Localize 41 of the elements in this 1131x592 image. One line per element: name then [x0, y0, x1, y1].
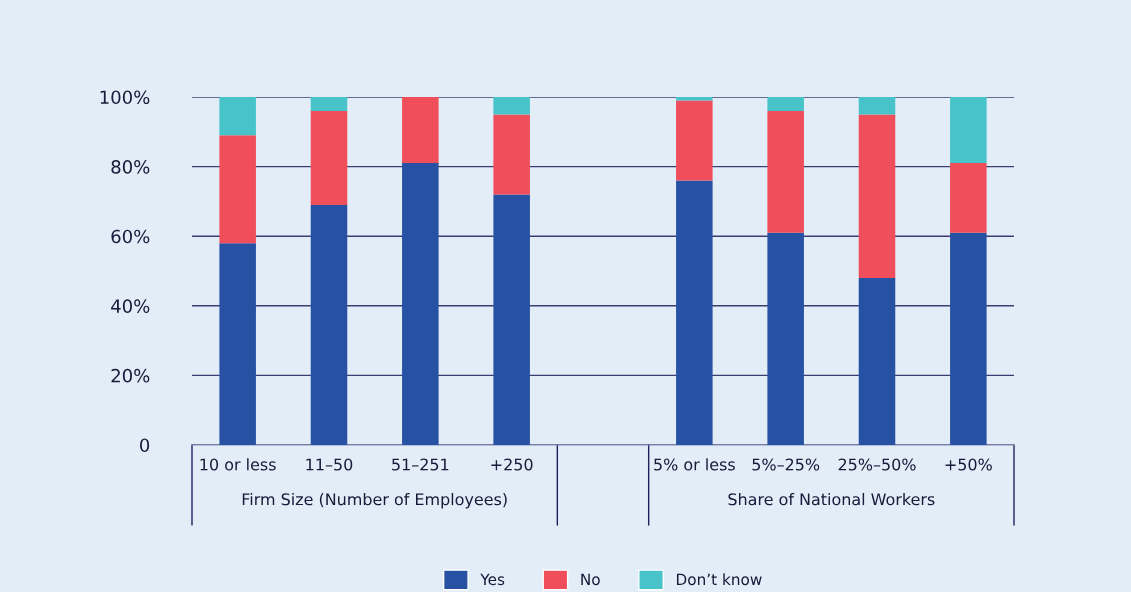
legend-label: No — [581, 573, 600, 586]
y-tick-label: 40% — [111, 299, 150, 313]
y-tick-label: 20% — [111, 368, 150, 383]
bar — [858, 277, 896, 445]
bar — [219, 135, 256, 244]
bar — [310, 110, 348, 205]
bar — [219, 243, 256, 445]
x-tick-label: 5% or less — [654, 458, 735, 471]
text: Firm Size (Number of Employees) — [242, 492, 507, 509]
y-tick-label: 80% — [111, 160, 150, 174]
y-tick-label: 0 — [140, 438, 150, 453]
bar — [676, 100, 713, 181]
bar — [310, 204, 348, 445]
bar — [767, 232, 804, 445]
x-tick-label: 5%–25% — [752, 458, 820, 471]
text: Share of National Workers — [728, 492, 935, 506]
bar — [493, 194, 530, 445]
legend-label: Yes — [480, 573, 505, 586]
bar — [767, 110, 804, 233]
x-tick-label: +50% — [945, 458, 992, 471]
x-tick-label: 11–50 — [306, 458, 353, 471]
y-tick-label: 100% — [100, 90, 150, 105]
bar — [950, 163, 987, 233]
bar — [310, 97, 348, 111]
x-tick-label: 25%–50% — [838, 458, 916, 471]
y-tick-label: 60% — [111, 229, 150, 244]
x-tick-label: 10 or less — [200, 458, 276, 471]
bar — [219, 97, 256, 136]
bar — [493, 97, 530, 115]
bar — [493, 114, 530, 195]
bar — [402, 97, 439, 164]
bar — [858, 114, 896, 278]
bar — [676, 180, 713, 445]
legend-label: Don’t know — [676, 573, 762, 586]
x-tick-label: +250 — [491, 458, 533, 471]
bar — [950, 232, 987, 445]
bar — [950, 97, 987, 164]
bar — [858, 97, 896, 115]
bar — [767, 97, 804, 111]
x-tick-label: 51–251 — [392, 458, 449, 471]
bar — [402, 163, 439, 445]
